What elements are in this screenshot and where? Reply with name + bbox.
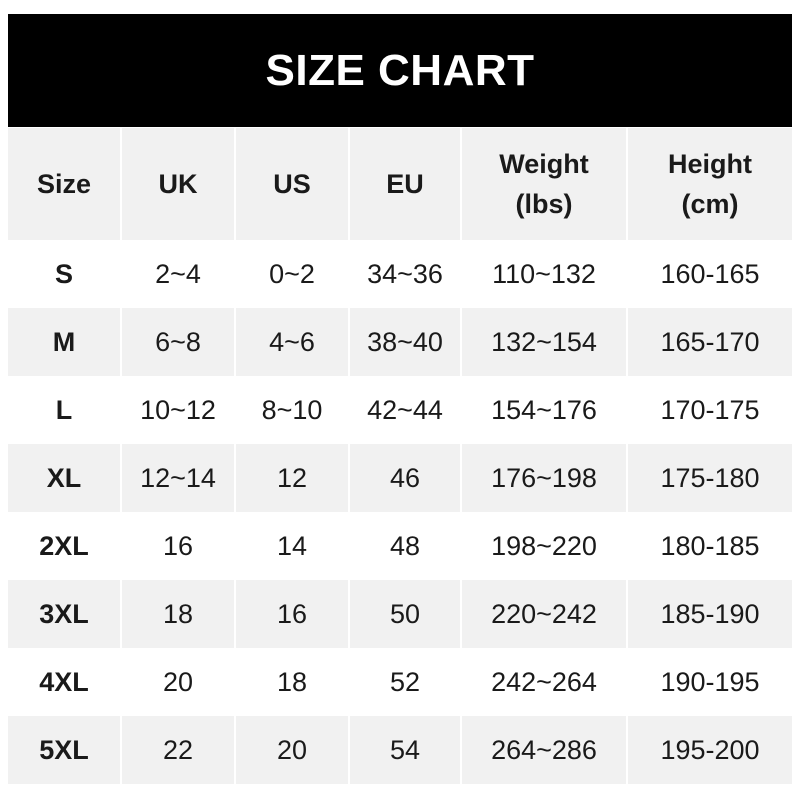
column-header-text: UK <box>158 169 198 199</box>
cell-height: 165-170 <box>628 308 792 376</box>
cell-uk: 18 <box>122 580 234 648</box>
cell-eu: 34~36 <box>350 240 460 308</box>
column-header-height: Height (cm) <box>628 128 792 240</box>
cell-eu: 50 <box>350 580 460 648</box>
table-row: XL 12~14 12 46 176~198 175-180 <box>8 444 792 512</box>
cell-height: 190-195 <box>628 648 792 716</box>
cell-us: 16 <box>236 580 348 648</box>
cell-weight: 154~176 <box>462 376 626 444</box>
cell-size: 2XL <box>8 512 120 580</box>
cell-size: 3XL <box>8 580 120 648</box>
page-title: SIZE CHART <box>8 14 792 127</box>
cell-us: 4~6 <box>236 308 348 376</box>
cell-eu: 52 <box>350 648 460 716</box>
cell-size: 5XL <box>8 716 120 784</box>
cell-height: 160-165 <box>628 240 792 308</box>
cell-height: 195-200 <box>628 716 792 784</box>
cell-height: 175-180 <box>628 444 792 512</box>
cell-eu: 54 <box>350 716 460 784</box>
cell-weight: 198~220 <box>462 512 626 580</box>
column-header-weight: Weight (lbs) <box>462 128 626 240</box>
cell-us: 0~2 <box>236 240 348 308</box>
column-header-text: Height <box>668 149 752 179</box>
column-header-eu: EU <box>350 128 460 240</box>
cell-weight: 132~154 <box>462 308 626 376</box>
cell-size: 4XL <box>8 648 120 716</box>
cell-weight: 242~264 <box>462 648 626 716</box>
column-header-text: (cm) <box>681 189 739 219</box>
cell-height: 180-185 <box>628 512 792 580</box>
cell-uk: 16 <box>122 512 234 580</box>
cell-us: 8~10 <box>236 376 348 444</box>
cell-height: 170-175 <box>628 376 792 444</box>
column-header-text: EU <box>386 169 424 199</box>
table-row: L 10~12 8~10 42~44 154~176 170-175 <box>8 376 792 444</box>
table-row: 2XL 16 14 48 198~220 180-185 <box>8 512 792 580</box>
cell-weight: 176~198 <box>462 444 626 512</box>
cell-us: 18 <box>236 648 348 716</box>
cell-eu: 48 <box>350 512 460 580</box>
table-row: 5XL 22 20 54 264~286 195-200 <box>8 716 792 784</box>
column-header-text: Weight <box>499 149 589 179</box>
column-header-us: US <box>236 128 348 240</box>
cell-uk: 20 <box>122 648 234 716</box>
column-header-uk: UK <box>122 128 234 240</box>
cell-uk: 2~4 <box>122 240 234 308</box>
cell-weight: 110~132 <box>462 240 626 308</box>
cell-uk: 6~8 <box>122 308 234 376</box>
cell-size: S <box>8 240 120 308</box>
cell-height: 185-190 <box>628 580 792 648</box>
column-header-text: Size <box>36 169 92 199</box>
table-row: M 6~8 4~6 38~40 132~154 165-170 <box>8 308 792 376</box>
cell-eu: 46 <box>350 444 460 512</box>
size-table: Size UK US EU Weight (lbs) Height (cm) S 2~4 0~2 3… <box>6 128 794 784</box>
cell-size: L <box>8 376 120 444</box>
cell-uk: 10~12 <box>122 376 234 444</box>
cell-uk: 12~14 <box>122 444 234 512</box>
cell-uk: 22 <box>122 716 234 784</box>
cell-us: 12 <box>236 444 348 512</box>
cell-us: 20 <box>236 716 348 784</box>
cell-weight: 264~286 <box>462 716 626 784</box>
cell-eu: 38~40 <box>350 308 460 376</box>
cell-weight: 220~242 <box>462 580 626 648</box>
cell-eu: 42~44 <box>350 376 460 444</box>
cell-size: XL <box>8 444 120 512</box>
header-row: Size UK US EU Weight (lbs) Height (cm) <box>8 128 792 240</box>
table-row: 4XL 20 18 52 242~264 190-195 <box>8 648 792 716</box>
column-header-size: Size <box>8 128 120 240</box>
table-row: 3XL 18 16 50 220~242 185-190 <box>8 580 792 648</box>
cell-size: M <box>8 308 120 376</box>
column-header-text: US <box>273 169 311 199</box>
table-row: S 2~4 0~2 34~36 110~132 160-165 <box>8 240 792 308</box>
cell-us: 14 <box>236 512 348 580</box>
column-header-text: (lbs) <box>515 189 573 219</box>
